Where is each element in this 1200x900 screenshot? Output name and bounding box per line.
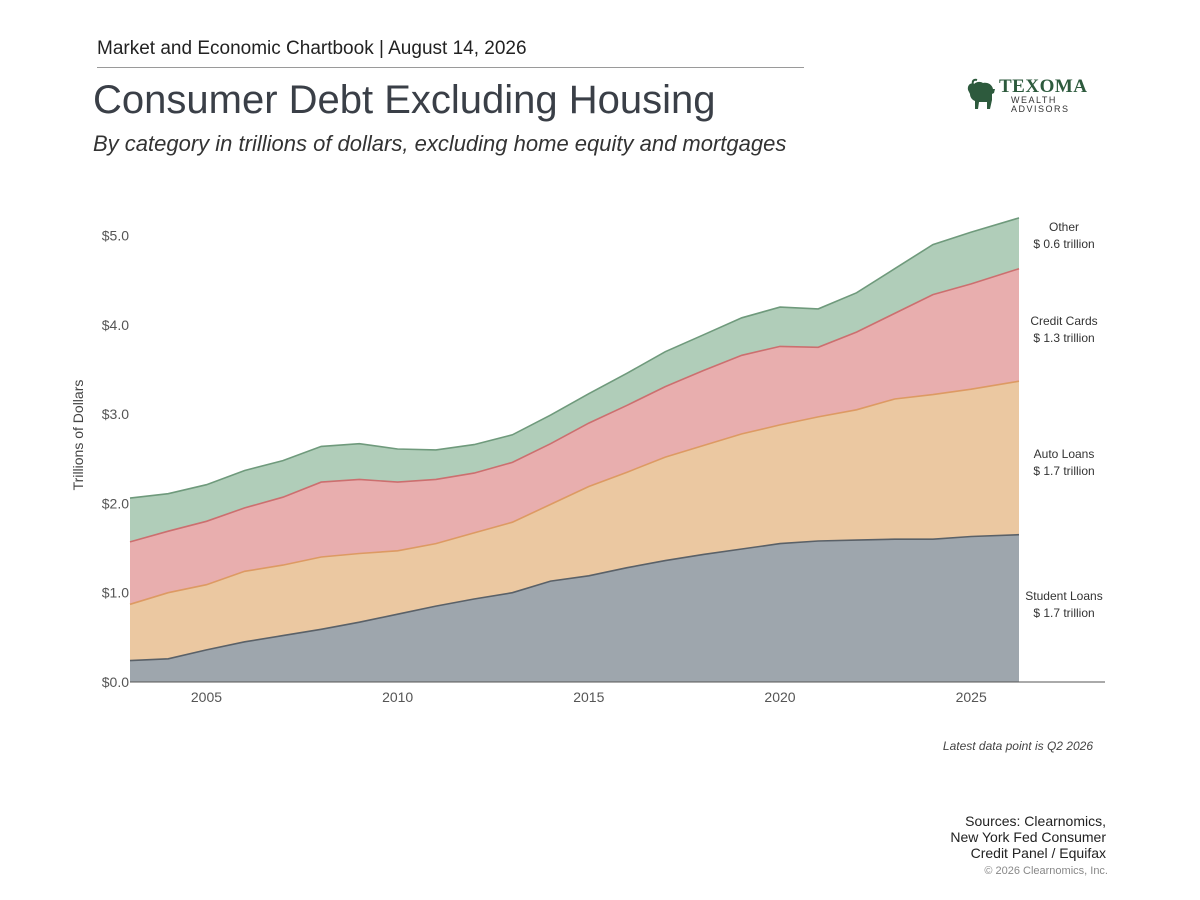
source-line: New York Fed Consumer	[950, 829, 1106, 845]
credit-cards-line	[129, 267, 1020, 543]
x-tick-label: 2020	[764, 689, 795, 705]
chart-areas	[130, 217, 1019, 682]
student-loans-label: Student Loans	[1025, 589, 1102, 603]
auto-loans-area	[130, 381, 1019, 661]
auto-loans-line	[129, 380, 1020, 606]
latest-data-note: Latest data point is Q2 2026	[942, 739, 1093, 753]
student-loans-area	[130, 534, 1019, 682]
source-line: Credit Panel / Equifax	[970, 845, 1106, 861]
page-title: Consumer Debt Excluding Housing	[93, 78, 716, 122]
y-tick-label: $3.0	[102, 406, 129, 422]
y-tick-label: $2.0	[102, 495, 129, 511]
bull-icon	[967, 78, 995, 109]
chart-series-labels: Student Loans $ 1.7 trillion Auto Loans $ 1…	[1025, 220, 1102, 620]
x-tick-label: 2015	[573, 689, 604, 705]
student-loans-total: $ 1.7 trillion	[1033, 606, 1094, 620]
sources-block: Sources: Clearnomics, New York Fed Consu…	[950, 813, 1106, 861]
logo-brand: TEXOMA	[999, 76, 1088, 97]
y-tick-label: $4.0	[102, 317, 129, 333]
auto-loans-total: $ 1.7 trillion	[1033, 464, 1094, 478]
chart-axes: $0.0 $1.0 $2.0 $3.0 $4.0 $5.0 2005 2010 2015 2020…	[70, 228, 1105, 705]
credit-cards-label: Credit Cards	[1030, 314, 1097, 328]
chartbook-header: Market and Economic Chartbook | August 1…	[97, 38, 527, 59]
x-tick-label: 2025	[956, 689, 987, 705]
y-tick-label: $1.0	[102, 585, 129, 601]
x-tick-label: 2010	[382, 689, 413, 705]
texoma-logo: TEXOMA WEALTH ADVISORS	[965, 76, 1095, 116]
y-axis-label: Trillions of Dollars	[70, 380, 86, 491]
y-tick-label: $0.0	[102, 674, 129, 690]
page-subtitle: By category in trillions of dollars, exc…	[93, 131, 787, 156]
other-total: $ 0.6 trillion	[1033, 237, 1094, 251]
source-line: Sources: Clearnomics,	[965, 813, 1106, 829]
copyright: © 2026 Clearnomics, Inc.	[984, 865, 1108, 877]
y-tick-label: $5.0	[102, 228, 129, 244]
other-label: Other	[1049, 220, 1079, 234]
logo-line2: ADVISORS	[1011, 104, 1070, 114]
credit-cards-area	[130, 268, 1019, 605]
chart-lines	[129, 217, 1020, 662]
other-area	[130, 217, 1019, 542]
logo-line1: WEALTH	[1011, 95, 1057, 105]
header-divider	[97, 67, 804, 68]
student-loans-line	[129, 533, 1020, 662]
auto-loans-label: Auto Loans	[1034, 447, 1095, 461]
credit-cards-total: $ 1.3 trillion	[1033, 331, 1094, 345]
other-line	[129, 217, 1020, 499]
x-tick-label: 2005	[191, 689, 222, 705]
